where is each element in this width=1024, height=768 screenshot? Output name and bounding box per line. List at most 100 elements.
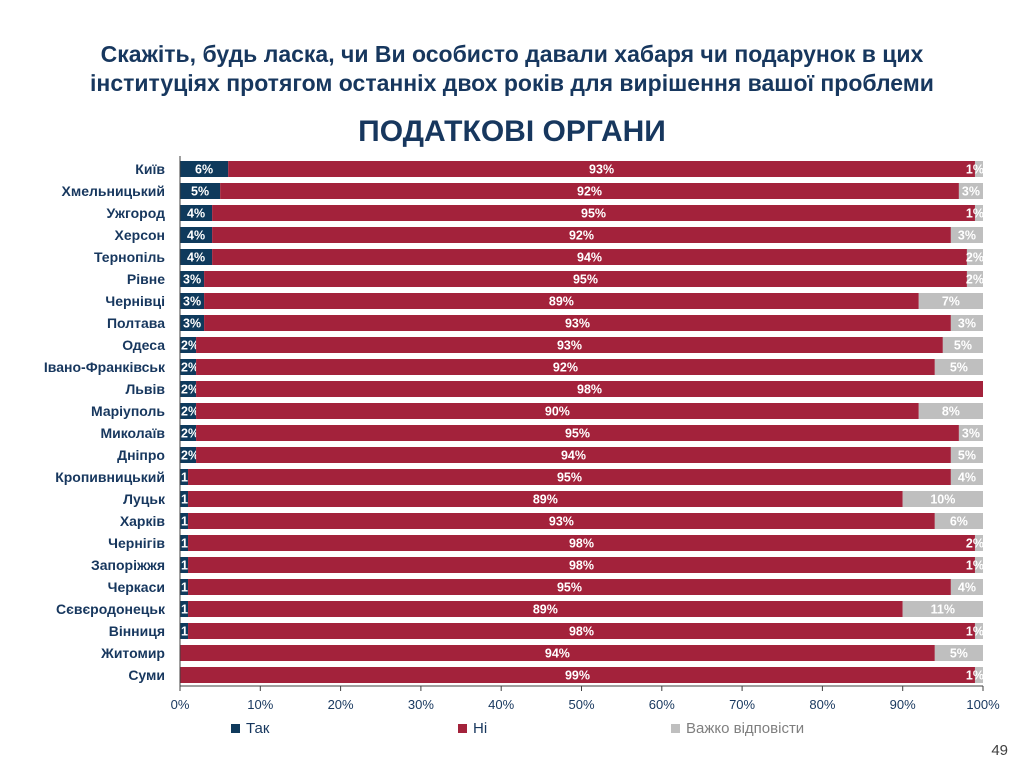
bar-ni — [180, 645, 935, 661]
bar-vazhko — [974, 205, 983, 221]
bar-ni — [212, 205, 975, 221]
data-label-vazhko: 1% — [966, 669, 984, 683]
data-label-tak: 4% — [187, 229, 205, 243]
bar-ni — [220, 183, 959, 199]
bar-ni — [196, 359, 935, 375]
category-label: Одеса — [122, 337, 165, 353]
data-label-vazhko: 5% — [954, 339, 972, 353]
data-label-vazhko: 2% — [966, 537, 984, 551]
x-tick-label: 50% — [568, 697, 594, 712]
data-label-vazhko: 10% — [930, 493, 955, 507]
data-label-tak: 2% — [181, 339, 199, 353]
bar-vazhko — [974, 161, 983, 177]
data-label-vazhko: 1% — [966, 625, 984, 639]
bar-vazhko — [950, 447, 983, 463]
data-label-ni: 99% — [565, 669, 590, 683]
bar-tak — [180, 579, 189, 595]
legend-swatch-ni — [458, 724, 467, 733]
bar-tak — [180, 469, 189, 485]
bar-vazhko — [966, 249, 983, 265]
x-tick-label: 70% — [729, 697, 755, 712]
category-label: Вінниця — [109, 623, 165, 639]
data-label-ni: 89% — [533, 603, 558, 617]
bar-tak — [180, 403, 197, 419]
bar-tak — [180, 315, 205, 331]
bar-vazhko — [902, 601, 983, 617]
category-label: Рівне — [127, 271, 165, 287]
data-label-vazhko: 3% — [958, 229, 976, 243]
data-label-ni: 95% — [573, 273, 598, 287]
category-label: Чернівці — [105, 293, 165, 309]
category-label: Кропивницький — [55, 469, 165, 485]
data-label-vazhko: 4% — [958, 581, 976, 595]
bar-ni — [180, 667, 975, 683]
bar-tak — [180, 183, 221, 199]
data-label-ni: 93% — [557, 339, 582, 353]
data-label-ni: 89% — [533, 493, 558, 507]
category-label: Чернігів — [108, 535, 165, 551]
x-tick-label: 60% — [649, 697, 675, 712]
bar-tak — [180, 293, 205, 309]
bar-tak — [180, 491, 189, 507]
data-label-ni: 93% — [549, 515, 574, 529]
data-label-tak: 4% — [187, 251, 205, 265]
category-label: Луцьк — [123, 491, 166, 507]
bar-ni — [212, 227, 951, 243]
category-label: Львів — [125, 381, 165, 397]
bar-tak — [180, 535, 189, 551]
survey-question: Скажіть, будь ласка, чи Ви особисто дава… — [90, 41, 934, 96]
bar-vazhko — [950, 315, 983, 331]
category-label: Ужгород — [107, 205, 166, 221]
bar-vazhko — [974, 667, 983, 683]
data-label-vazhko: 6% — [950, 515, 968, 529]
x-tick-label: 90% — [890, 697, 916, 712]
bar-vazhko — [950, 579, 983, 595]
category-label: Івано-Франківськ — [44, 359, 166, 375]
legend-item-ni: Ні — [458, 720, 487, 737]
bar-tak — [180, 513, 189, 529]
data-label-vazhko: 2% — [966, 251, 984, 265]
category-label: Запоріжжя — [91, 557, 165, 573]
legend-label-ni: Ні — [473, 720, 488, 737]
bar-ni — [188, 469, 951, 485]
bar-tak — [180, 601, 189, 617]
data-label-ni: 92% — [577, 185, 602, 199]
bar-vazhko — [942, 337, 983, 353]
legend: Так Ні Важко відповісти — [0, 720, 1024, 742]
bar-ni — [188, 513, 935, 529]
bar-ni — [188, 557, 975, 573]
data-label-tak: 3% — [183, 295, 201, 309]
category-label: Сєвєродонецьк — [56, 601, 166, 617]
data-label-ni: 95% — [557, 471, 582, 485]
data-label-ni: 94% — [561, 449, 586, 463]
data-label-vazhko: 1% — [966, 559, 984, 573]
data-label-ni: 98% — [569, 625, 594, 639]
bar-tak — [180, 447, 197, 463]
legend-swatch-tak — [231, 724, 240, 733]
bar-ni — [196, 403, 919, 419]
data-label-ni: 94% — [577, 251, 602, 265]
data-label-vazhko: 1% — [966, 163, 984, 177]
data-label-tak: 2% — [181, 361, 199, 375]
data-label-vazhko: 5% — [950, 361, 968, 375]
bar-vazhko — [958, 425, 983, 441]
category-label: Черкаси — [108, 579, 165, 595]
bar-ni — [188, 623, 975, 639]
bar-ni — [188, 535, 975, 551]
data-label-tak: 6% — [195, 163, 213, 177]
bar-ni — [204, 271, 967, 287]
bar-ni — [196, 381, 983, 397]
category-label: Хмельницький — [62, 183, 165, 199]
data-label-ni: 93% — [565, 317, 590, 331]
x-tick-label: 80% — [809, 697, 835, 712]
bar-tak — [180, 381, 197, 397]
bar-vazhko — [918, 403, 983, 419]
bar-ni — [196, 425, 959, 441]
data-label-ni: 98% — [577, 383, 602, 397]
bar-vazhko — [934, 359, 983, 375]
bar-ni — [196, 337, 943, 353]
bar-vazhko — [974, 623, 983, 639]
bar-vazhko — [958, 183, 983, 199]
bar-tak — [180, 227, 213, 243]
category-label: Житомир — [100, 645, 165, 661]
